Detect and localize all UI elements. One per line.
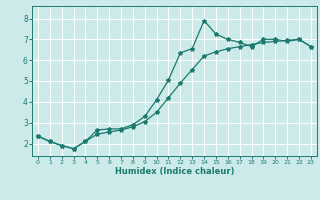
X-axis label: Humidex (Indice chaleur): Humidex (Indice chaleur) [115, 167, 234, 176]
